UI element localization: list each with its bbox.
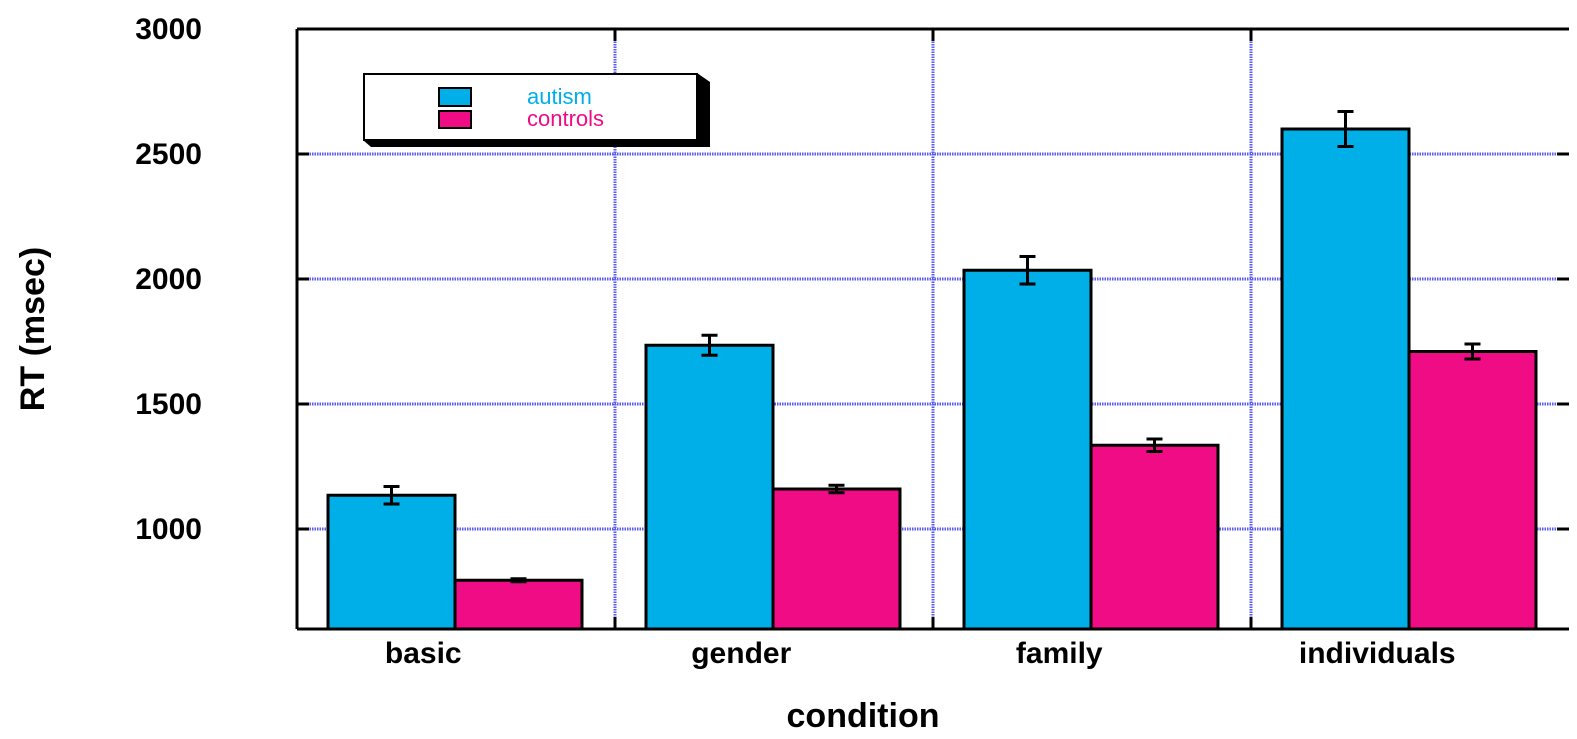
bar-autism-family [962,268,1093,631]
y-tick-label: 2500 [135,138,202,171]
x-axis-title: condition [787,697,940,735]
bar-autism-gender [644,343,775,631]
bar-controls-individuals [1407,350,1538,631]
x-tick-label: gender [691,637,791,670]
bar-autism-basic [326,493,457,631]
legend-box [363,73,698,141]
legend: autism controls [363,73,710,147]
plot-frame [295,27,1569,631]
legend-swatch-controls [438,110,472,129]
y-tick-label: 1000 [135,513,202,546]
legend-label-autism: autism [527,84,592,109]
x-tick-label: individuals [1299,637,1456,670]
bar-controls-basic [453,578,584,631]
bar-autism-individuals [1280,127,1411,631]
legend-swatch-autism [438,87,472,107]
legend-label-controls: controls [527,106,604,131]
y-tick-label: 1500 [135,388,202,421]
y-tick-label: 2000 [135,263,202,296]
tick-labels: 1000 1500 2000 2500 3000 basic gender family ind… [135,13,1455,670]
bars [326,110,1538,631]
bar-controls-family [1089,443,1220,631]
bar-controls-gender [771,487,902,631]
x-tick-label: basic [385,637,462,670]
y-tick-label: 3000 [135,13,202,46]
x-tick-label: family [1016,637,1103,670]
y-axis-title: RT (msec) [14,247,52,411]
